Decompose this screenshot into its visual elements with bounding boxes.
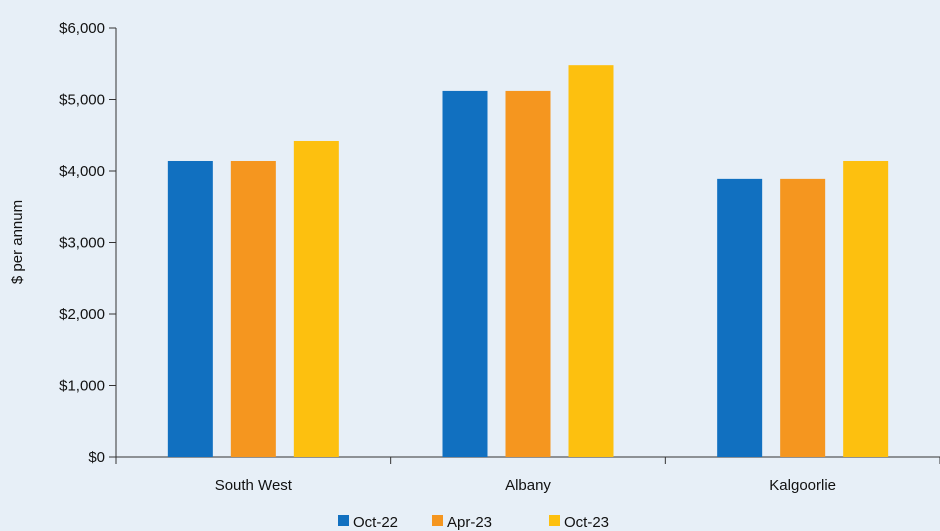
legend-label: Apr-23 (447, 514, 492, 531)
y-tick-label: $5,000 (59, 92, 105, 109)
x-tick-label: Albany (505, 477, 551, 494)
legend-swatch (338, 515, 349, 526)
legend-label: Oct-22 (353, 514, 398, 531)
bar (505, 90, 551, 458)
y-axis: $0 $1,000 $2,000 $3,000 $4,000 $5,000 $6,000 (59, 20, 117, 466)
bar (843, 160, 889, 458)
y-axis-title: $ per annum (9, 200, 26, 284)
legend-label: Oct-23 (564, 514, 609, 531)
y-tick-label: $3,000 (59, 235, 105, 252)
y-tick-label: $4,000 (59, 163, 105, 180)
bar (568, 65, 614, 458)
x-tick-label: South West (215, 477, 293, 494)
bar (780, 178, 826, 458)
bar (230, 160, 276, 458)
bar (717, 178, 763, 458)
y-tick-label: $2,000 (59, 306, 105, 323)
x-tick-label: Kalgoorlie (769, 477, 836, 494)
bars (167, 65, 889, 458)
bar (167, 160, 213, 458)
y-tick-label: $0 (88, 449, 105, 466)
legend: Oct-22 Apr-23 Oct-23 (338, 514, 609, 531)
bar (442, 90, 488, 458)
y-tick-label: $6,000 (59, 20, 105, 37)
legend-swatch (549, 515, 560, 526)
bar (293, 140, 339, 457)
legend-swatch (432, 515, 443, 526)
y-tick-label: $1,000 (59, 378, 105, 395)
